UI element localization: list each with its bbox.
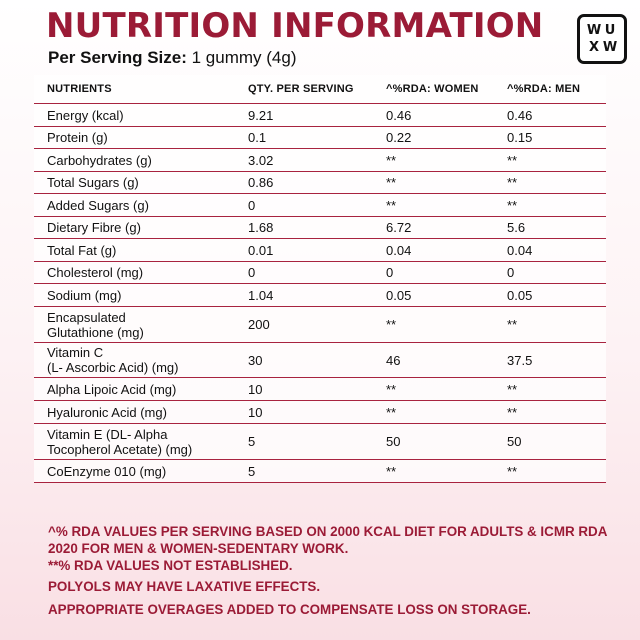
qty-per-serving: 0 <box>248 265 256 280</box>
rda-women: 0.04 <box>386 242 412 258</box>
nutrient-name: Vitamin E (DL- Alpha Tocopherol Acetate) … <box>47 426 193 457</box>
table-row: Alpha Lipoic Acid (mg) 10 ** ** <box>34 378 606 401</box>
table-row: Carbohydrates (g) 3.02 ** ** <box>34 149 606 172</box>
qty-per-serving: 1.04 <box>248 287 274 303</box>
header-nutrients: NUTRIENTS <box>47 82 112 95</box>
qty-per-serving: 0.1 <box>248 130 267 145</box>
table-row: Encapsulated Glutathione (mg) 200 ** ** <box>34 307 606 343</box>
nutrient-name: CoEnzyme 010 (mg) <box>47 463 167 479</box>
rda-men: 50 <box>507 434 522 449</box>
rda-men: ** <box>507 404 518 420</box>
table-header-row: NUTRIENTS QTY. PER SERVING ^%RDA: WOMEN … <box>34 75 606 104</box>
nutrient-name: Sodium (mg) <box>47 287 122 303</box>
rda-men: ** <box>507 197 518 213</box>
qty-per-serving: 200 <box>248 317 270 332</box>
rda-men: 0.05 <box>507 287 533 303</box>
logo-letter: U <box>604 23 616 38</box>
rda-women: 0.22 <box>386 130 412 145</box>
qty-per-serving: 5 <box>248 434 256 449</box>
nutrient-name: Protein (g) <box>47 130 108 145</box>
rda-women: 50 <box>386 434 401 449</box>
table-row: Total Fat (g) 0.01 0.04 0.04 <box>34 239 606 262</box>
brand-logo: W U X W <box>577 14 627 64</box>
serving-size: Per Serving Size: 1 gummy (4g) <box>48 48 296 68</box>
nutrient-name: Carbohydrates (g) <box>47 152 152 168</box>
table-row: Protein (g) 0.1 0.22 0.15 <box>34 127 606 149</box>
table-row: Cholesterol (mg) 0 0 0 <box>34 262 606 284</box>
table-row: Energy (kcal) 9.21 0.46 0.46 <box>34 104 606 127</box>
rda-women: 6.72 <box>386 220 412 235</box>
table-row: Total Sugars (g) 0.86 ** ** <box>34 172 606 194</box>
qty-per-serving: 5 <box>248 463 256 479</box>
logo-letter: X <box>588 40 600 55</box>
rda-women: ** <box>386 381 397 397</box>
logo-letter: W <box>586 23 602 38</box>
table-row: Vitamin E (DL- Alpha Tocopherol Acetate) … <box>34 424 606 460</box>
table-row: Added Sugars (g) 0 ** ** <box>34 194 606 217</box>
nutrient-name: Alpha Lipoic Acid (mg) <box>47 381 177 397</box>
rda-men: 0 <box>507 265 515 280</box>
footnote: **% RDA VALUES NOT ESTABLISHED. <box>48 558 293 573</box>
nutrition-table: NUTRIENTS QTY. PER SERVING ^%RDA: WOMEN … <box>34 75 606 483</box>
rda-women: ** <box>386 152 397 168</box>
footnotes: ^% RDA VALUES PER SERVING BASED ON 2000 … <box>48 523 618 618</box>
footnote: ^% RDA VALUES PER SERVING BASED ON 2000 … <box>48 524 607 556</box>
serving-size-label: Per Serving Size: <box>48 48 187 67</box>
rda-men: ** <box>507 317 518 332</box>
rda-women: 46 <box>386 352 401 368</box>
rda-women: ** <box>386 197 397 213</box>
rda-women: ** <box>386 463 397 479</box>
nutrient-name: Energy (kcal) <box>47 107 124 123</box>
footnote: POLYOLS MAY HAVE LAXATIVE EFFECTS. <box>48 579 321 594</box>
rda-men: 0.46 <box>507 107 533 123</box>
qty-per-serving: 9.21 <box>248 107 274 123</box>
rda-men: 37.5 <box>507 352 533 368</box>
rda-men: 0.04 <box>507 242 533 258</box>
nutrient-name: Added Sugars (g) <box>47 197 149 213</box>
nutrient-name: Hyaluronic Acid (mg) <box>47 404 167 420</box>
footnote: APPROPRIATE OVERAGES ADDED TO COMPENSATE… <box>48 602 531 617</box>
table-row: CoEnzyme 010 (mg) 5 ** ** <box>34 460 606 483</box>
nutrient-name: Total Sugars (g) <box>47 175 139 190</box>
qty-per-serving: 10 <box>248 404 263 420</box>
logo-letter: W <box>602 40 618 55</box>
qty-per-serving: 0 <box>248 197 256 213</box>
nutrient-name: Encapsulated Glutathione (mg) <box>47 309 144 340</box>
rda-women: 0.05 <box>386 287 412 303</box>
rda-men: ** <box>507 152 518 168</box>
nutrient-name: Cholesterol (mg) <box>47 265 144 280</box>
qty-per-serving: 1.68 <box>248 220 274 235</box>
serving-size-value: 1 gummy (4g) <box>186 48 297 67</box>
rda-women: ** <box>386 175 397 190</box>
rda-men: ** <box>507 381 518 397</box>
rda-men: ** <box>507 463 518 479</box>
qty-per-serving: 3.02 <box>248 152 274 168</box>
page-title: NUTRITION INFORMATION <box>46 6 544 46</box>
qty-per-serving: 0.86 <box>248 175 274 190</box>
rda-men: 0.15 <box>507 130 533 145</box>
table-row: Dietary Fibre (g) 1.68 6.72 5.6 <box>34 217 606 239</box>
nutrient-name: Total Fat (g) <box>47 242 117 258</box>
table-row: Hyaluronic Acid (mg) 10 ** ** <box>34 401 606 424</box>
qty-per-serving: 10 <box>248 381 263 397</box>
header-qty-per-serving: QTY. PER SERVING <box>248 82 354 95</box>
qty-per-serving: 30 <box>248 352 263 368</box>
header-rda-women: ^%RDA: WOMEN <box>386 82 479 95</box>
rda-men: ** <box>507 175 518 190</box>
table-row: Vitamin C (L- Ascorbic Acid) (mg) 30 46 37.5 <box>34 343 606 378</box>
nutrient-name: Dietary Fibre (g) <box>47 220 141 235</box>
nutrient-name: Vitamin C (L- Ascorbic Acid) (mg) <box>47 345 179 375</box>
rda-women: 0.46 <box>386 107 412 123</box>
header-rda-men: ^%RDA: MEN <box>507 82 581 95</box>
rda-women: ** <box>386 404 397 420</box>
rda-women: 0 <box>386 265 394 280</box>
rda-women: ** <box>386 317 397 332</box>
table-row: Sodium (mg) 1.04 0.05 0.05 <box>34 284 606 307</box>
qty-per-serving: 0.01 <box>248 242 274 258</box>
rda-men: 5.6 <box>507 220 526 235</box>
